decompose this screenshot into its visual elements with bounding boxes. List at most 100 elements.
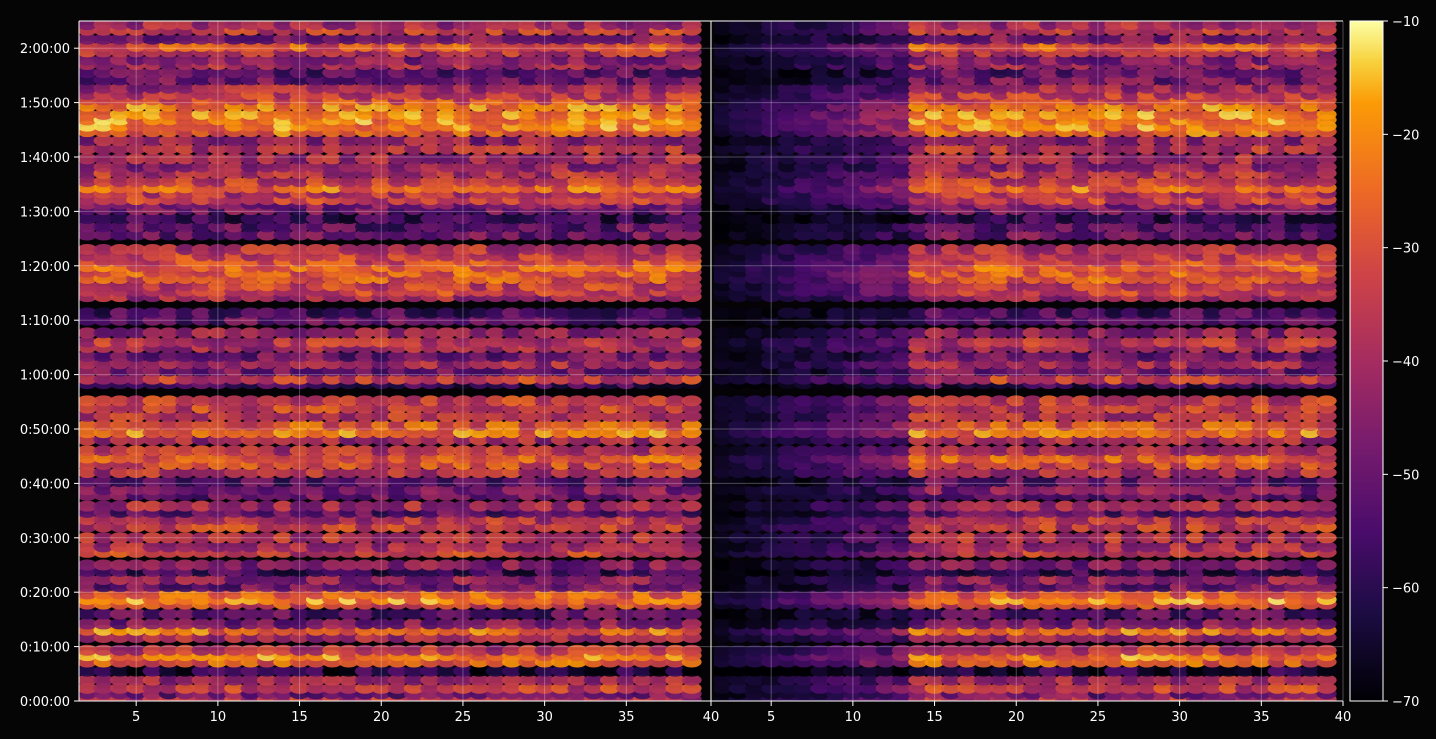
heatmap-cell: [158, 54, 179, 66]
heatmap-cell: [501, 350, 522, 362]
heatmap-cell: [599, 644, 620, 656]
heatmap-cell: [1071, 682, 1092, 694]
heatmap-cell: [338, 618, 359, 630]
heatmap-cell: [256, 54, 277, 66]
heatmap-cell: [79, 307, 98, 319]
heatmap-cell: [875, 574, 896, 586]
heatmap-cell: [403, 336, 424, 348]
heatmap-cell: [1022, 618, 1043, 630]
heatmap-cell: [501, 373, 522, 385]
heatmap-cell: [175, 644, 196, 656]
heatmap-cell: [761, 618, 782, 630]
heatmap-cell: [469, 467, 490, 479]
heatmap-cell: [207, 54, 228, 66]
heatmap-cell: [1251, 500, 1272, 512]
heatmap-cell: [403, 82, 424, 94]
heatmap-cell: [1136, 476, 1157, 488]
heatmap-cell: [126, 82, 147, 94]
heatmap-cell: [599, 82, 620, 94]
heatmap-cell: [175, 500, 196, 512]
heatmap-cell: [338, 175, 359, 187]
heatmap-cell: [371, 476, 392, 488]
heatmap-cell: [599, 33, 620, 45]
heatmap-cell: [191, 175, 212, 187]
heatmap-cell: [1300, 467, 1321, 479]
heatmap-cell: [109, 532, 130, 544]
heatmap-cell: [648, 327, 669, 339]
heatmap-cell: [387, 21, 408, 31]
heatmap-cell: [744, 608, 765, 620]
heatmap-cell: [79, 644, 98, 656]
heatmap-cell: [714, 682, 733, 694]
heatmap-cell: [485, 618, 506, 630]
heatmap-cell: [1202, 665, 1223, 677]
heatmap-cell: [436, 618, 457, 630]
heatmap-cell: [126, 336, 147, 348]
heatmap-cell: [93, 574, 114, 586]
heatmap-cell: [1022, 608, 1043, 620]
heatmap-cell: [289, 161, 310, 173]
heatmap-cell: [175, 395, 196, 407]
heatmap-cell: [1202, 395, 1223, 407]
heatmap-cell: [632, 467, 653, 479]
heatmap-cell: [126, 161, 147, 173]
heatmap-cell: [777, 373, 798, 385]
heatmap-cell: [1055, 373, 1076, 385]
heatmap-cell: [567, 445, 588, 457]
heatmap-cell: [109, 574, 130, 586]
heatmap-cell: [273, 213, 294, 225]
heatmap-cell: [1202, 541, 1223, 553]
heatmap-cell: [1104, 559, 1125, 571]
heatmap-cell: [126, 467, 147, 479]
heatmap-cell: [256, 243, 277, 255]
heatmap-cell: [273, 484, 294, 496]
heatmap-cell: [485, 419, 506, 431]
heatmap-cell: [371, 665, 392, 677]
heatmap-cell: [240, 108, 261, 120]
heatmap-cell: [567, 307, 588, 319]
heatmap-cell: [1283, 445, 1304, 457]
heatmap-cell: [322, 532, 343, 544]
heatmap-cell: [501, 67, 522, 79]
heatmap-cell: [501, 395, 522, 407]
heatmap-cell: [1006, 484, 1027, 496]
heatmap-cell: [583, 54, 604, 66]
heatmap-cell: [908, 373, 929, 385]
heatmap-cell: [224, 327, 245, 339]
heatmap-cell: [1234, 644, 1255, 656]
heatmap-cell: [93, 108, 114, 120]
heatmap-cell: [109, 243, 130, 255]
heatmap-cell: [371, 410, 392, 422]
heatmap-cell: [875, 476, 896, 488]
heatmap-cell: [289, 410, 310, 422]
heatmap-cell: [322, 350, 343, 362]
heatmap-cell: [240, 161, 261, 173]
heatmap-cell: [583, 500, 604, 512]
heatmap-cell: [908, 618, 929, 630]
heatmap-cell: [616, 21, 637, 31]
heatmap-cell: [158, 67, 179, 79]
heatmap-cell: [1185, 618, 1206, 630]
heatmap-cell: [436, 476, 457, 488]
heatmap-cell: [1022, 484, 1043, 496]
heatmap-cell: [485, 243, 506, 255]
heatmap-cell: [501, 644, 522, 656]
heatmap-cell: [728, 608, 749, 620]
heatmap-cell: [599, 175, 620, 187]
heatmap-cell: [567, 541, 588, 553]
heatmap-cell: [599, 327, 620, 339]
heatmap-cell: [891, 608, 912, 620]
heatmap-cell: [371, 221, 392, 233]
heatmap-cell: [371, 161, 392, 173]
heatmap-cell: [109, 467, 130, 479]
heatmap-cell: [648, 395, 669, 407]
heatmap-cell: [469, 644, 490, 656]
heatmap-cell: [924, 608, 945, 620]
heatmap-cell: [777, 532, 798, 544]
heatmap-cell: [240, 500, 261, 512]
heatmap-cell: [1300, 532, 1321, 544]
heatmap-cell: [256, 574, 277, 586]
heatmap-cell: [567, 500, 588, 512]
heatmap-cell: [875, 395, 896, 407]
heatmap-cell: [207, 82, 228, 94]
